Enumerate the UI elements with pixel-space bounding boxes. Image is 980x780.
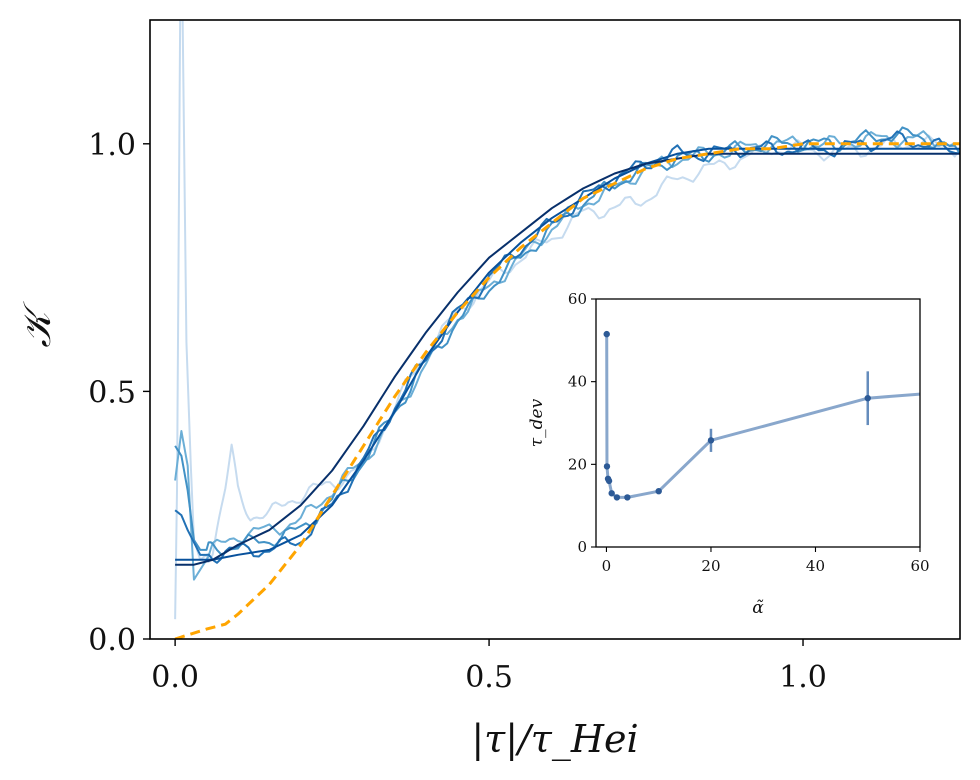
- inset-data-point: [864, 395, 871, 402]
- inset-y-tick-label: 60: [568, 290, 587, 308]
- main-y-tick-label: 1.0: [88, 128, 136, 163]
- inset-data-point: [613, 494, 621, 501]
- inset-x-tick-label: 0: [602, 557, 612, 575]
- inset-series-group: [603, 330, 920, 501]
- inset-axes-frame: [595, 298, 921, 548]
- inset-data-point: [603, 330, 610, 338]
- main-ticks: 0.0 0.5 1.0 0.0 0.5 1.0: [88, 128, 827, 695]
- main-series-line-7: [174, 142, 960, 639]
- inset-ticks: 0 20 40 60 0 20 40 60: [568, 290, 930, 575]
- inset-data-point: [603, 463, 611, 470]
- main-axes-frame: [149, 19, 961, 640]
- main-series-group: [174, 20, 960, 639]
- main-x-tick-label: 1.0: [779, 660, 827, 695]
- inset-data-point: [707, 437, 715, 444]
- main-y-tick-label: 0.5: [88, 375, 136, 410]
- inset-x-tick-label: 40: [806, 557, 825, 575]
- main-series-line-5: [175, 147, 960, 561]
- main-series-line-6: [175, 152, 960, 566]
- inset-data-point: [608, 490, 615, 497]
- inset-x-axis-label: α̃: [752, 598, 764, 618]
- main-x-tick-label: 0.5: [465, 660, 513, 695]
- main-x-axis-label: |τ|/τ_Hei: [471, 717, 638, 762]
- inset-data-point: [624, 494, 631, 501]
- main-y-axis-label: 𝒦: [15, 301, 59, 348]
- main-y-tick-label: 0.0: [88, 623, 136, 658]
- inset-x-tick-label: 60: [910, 557, 929, 575]
- main-series-line-4: [174, 130, 960, 564]
- main-plot: 0.0 0.5 1.0 0.0 0.5 1.0 |τ|/τ_Hei 𝒦: [15, 19, 961, 762]
- inset-y-tick-label: 0: [577, 538, 587, 556]
- inset-data-point: [605, 477, 613, 485]
- main-x-tick-label: 0.0: [151, 660, 199, 695]
- inset-y-tick-label: 40: [568, 373, 587, 391]
- inset-y-axis-label: τ_dev: [527, 398, 547, 447]
- inset-x-tick-label: 20: [701, 557, 720, 575]
- inset-data-point: [655, 488, 662, 495]
- inset-y-tick-label: 20: [568, 455, 587, 473]
- inset-plot: 0 20 40 60 0 20 40 60 α̃ τ_dev: [527, 290, 930, 618]
- inset-background: [596, 299, 920, 547]
